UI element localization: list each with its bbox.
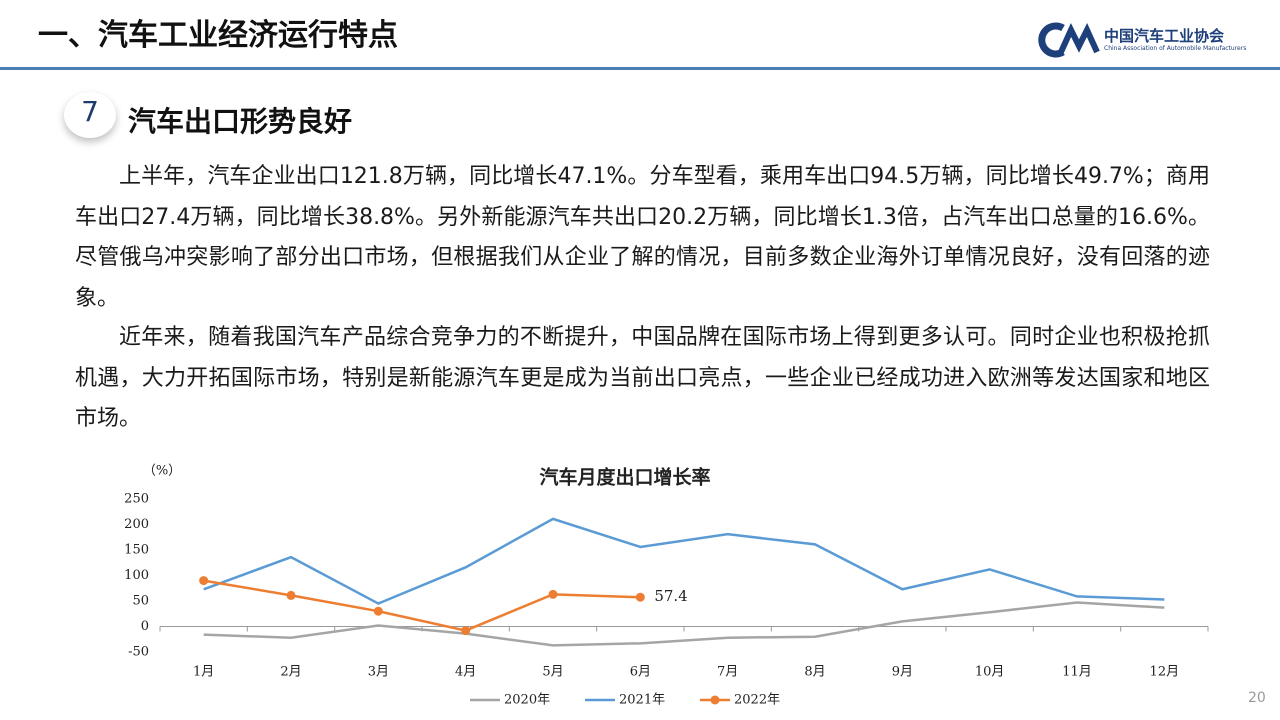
series-line [203,517,1165,605]
x-tick-label: 11月 [1062,665,1092,680]
x-tick-label: 5月 [542,665,563,680]
y-tick-label: 200 [124,517,149,532]
series-line [203,601,1165,647]
x-tick-label: 10月 [975,665,1005,680]
legend-label: 2022年 [734,693,780,708]
x-tick-label: 6月 [630,665,651,680]
series-line [203,579,641,632]
logo-text: 中国汽车工业协会 [1104,27,1225,45]
y-tick-label: 50 [132,594,149,609]
header-rule [0,67,1280,70]
page-number: 20 [1248,690,1266,706]
x-tick-label: 12月 [1150,665,1180,680]
paragraph: 上半年，汽车企业出口121.8万辆，同比增长47.1%。分车型看，乘用车出口94… [75,164,1210,311]
y-axis-label: （%） [143,464,181,479]
chart-title: 汽车月度出口增长率 [539,466,710,489]
series-marker [199,576,209,586]
x-tick-label: 3月 [368,665,389,680]
legend-label: 2020年 [504,693,550,708]
series-marker [548,589,558,599]
y-tick-label: 0 [141,619,149,634]
x-tick-label: 8月 [804,665,825,680]
y-tick-label: 100 [124,568,149,583]
logo-mark [1038,22,1100,58]
x-tick-label: 1月 [193,665,214,680]
series-marker [635,592,645,602]
x-tick-label: 2月 [280,665,301,680]
x-tick-label: 9月 [892,665,913,680]
paragraph: 近年来，随着我国汽车产品综合竞争力的不断提升，中国品牌在国际市场上得到更多认可。… [75,325,1210,431]
x-tick-label: 4月 [455,665,476,680]
y-tick-label: 250 [124,492,149,507]
data-label: 57.4 [654,587,687,605]
x-tick-label: 7月 [717,665,738,680]
section-number: 7 [81,95,99,128]
slide-title: 一、汽车工业经济运行特点 [38,18,398,53]
legend-label: 2021年 [619,693,665,708]
y-tick-label: 150 [124,543,149,558]
section-title: 汽车出口形势良好 [128,105,353,138]
section-badge [64,92,116,138]
logo-subtext: China Association of Automobile Manufact… [1104,45,1247,52]
y-tick-label: -50 [128,645,149,660]
legend-marker [710,695,720,705]
series-marker [373,606,383,616]
series-marker [286,590,296,600]
series-marker [461,626,471,636]
